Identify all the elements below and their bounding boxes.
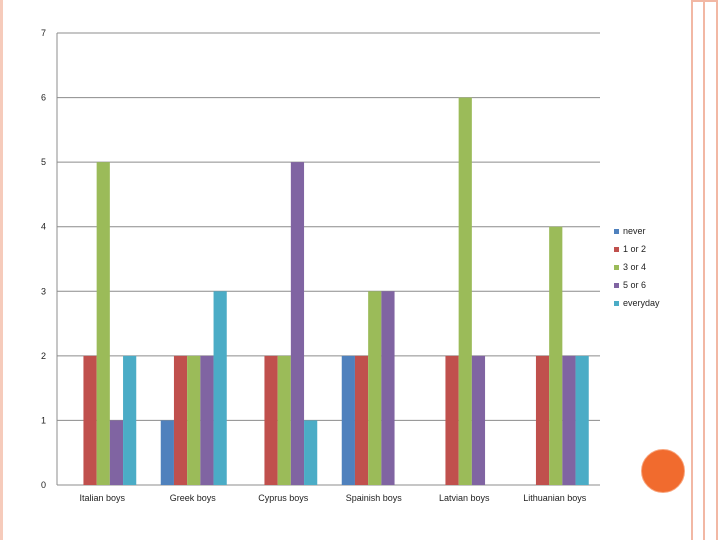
- bar: [83, 355, 97, 485]
- bar: [471, 355, 486, 485]
- y-tick-label: 4: [41, 222, 46, 232]
- slide-frame-right-border-2: [703, 0, 705, 540]
- bar: [304, 420, 318, 485]
- x-category-label: Lithuanian boys: [523, 493, 587, 503]
- legend-swatch: [614, 228, 619, 234]
- legend-swatch: [614, 246, 619, 252]
- legend-swatch: [614, 264, 619, 270]
- legend-swatch: [614, 300, 619, 306]
- y-tick-label: 5: [41, 157, 46, 167]
- bar: [200, 355, 214, 485]
- bar: [213, 291, 227, 485]
- slide-frame-top-border: [691, 0, 718, 2]
- bar: [96, 162, 110, 485]
- legend-item: 5 or 6: [614, 276, 660, 294]
- x-category-label: Cyprus boys: [258, 493, 309, 503]
- bar: [549, 226, 563, 485]
- bar: [123, 355, 137, 485]
- x-category-label: Latvian boys: [439, 493, 490, 503]
- bar: [277, 355, 291, 485]
- chart-legend: never 1 or 2 3 or 4 5 or 6 everyday: [614, 222, 660, 312]
- y-tick-label: 6: [41, 93, 46, 103]
- y-tick-label: 0: [41, 480, 46, 490]
- bar: [109, 420, 124, 485]
- x-category-label: Greek boys: [170, 493, 217, 503]
- decorative-orange-circle: [641, 449, 685, 493]
- legend-item: never: [614, 222, 660, 240]
- bar: [381, 291, 395, 485]
- bar: [173, 355, 188, 485]
- legend-item: everyday: [614, 294, 660, 312]
- slide-frame-right-border-1: [691, 0, 693, 540]
- legend-label: everyday: [623, 298, 660, 308]
- bar: [368, 291, 382, 485]
- legend-swatch: [614, 282, 619, 288]
- y-tick-label: 3: [41, 286, 46, 296]
- y-tick-label: 2: [41, 351, 46, 361]
- legend-item: 3 or 4: [614, 258, 660, 276]
- x-category-label: Italian boys: [79, 493, 125, 503]
- legend-label: never: [623, 226, 646, 236]
- slide-frame-left-border: [0, 0, 3, 540]
- bar: [575, 355, 589, 485]
- slide-frame-right-border-3: [716, 0, 718, 540]
- bar: [264, 355, 278, 485]
- legend-label: 5 or 6: [623, 280, 647, 290]
- y-tick-label: 1: [41, 415, 46, 425]
- legend-label: 1 or 2: [623, 244, 647, 254]
- bar: [290, 162, 305, 485]
- x-category-label: Spainish boys: [346, 493, 403, 503]
- bar: [562, 355, 576, 485]
- bar: [458, 97, 472, 486]
- bar: [187, 355, 201, 485]
- legend-item: 1 or 2: [614, 240, 660, 258]
- bar: [160, 420, 174, 485]
- y-tick-label: 7: [41, 28, 46, 38]
- bar: [535, 355, 550, 485]
- bar: [341, 355, 355, 485]
- bar: [354, 355, 369, 485]
- legend-label: 3 or 4: [623, 262, 647, 272]
- bar: [445, 355, 459, 485]
